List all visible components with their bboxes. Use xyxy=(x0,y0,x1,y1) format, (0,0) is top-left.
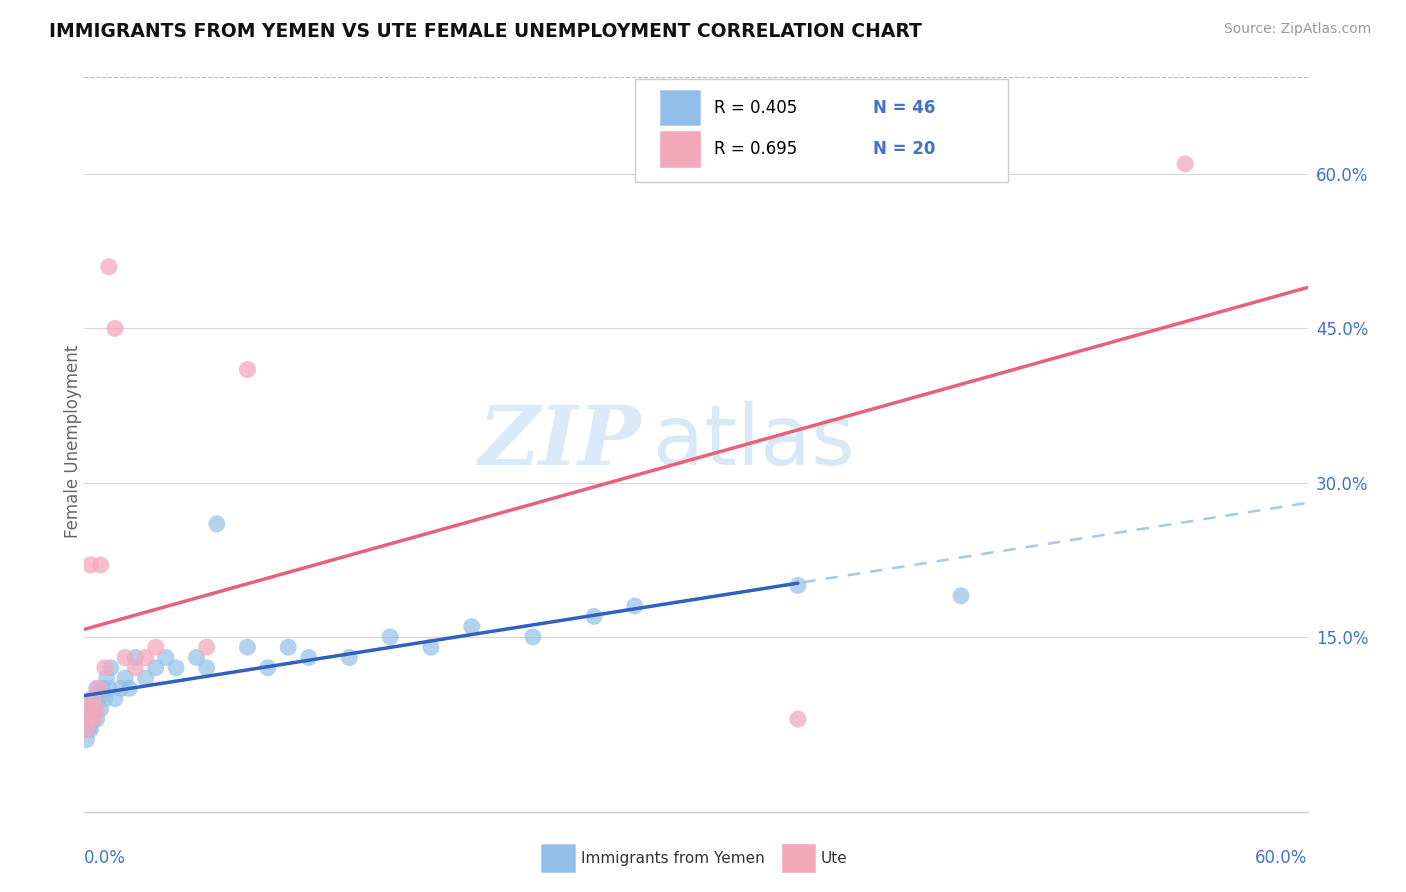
Text: ZIP: ZIP xyxy=(478,401,641,482)
Point xyxy=(75,723,97,737)
Point xyxy=(583,609,606,624)
Text: N = 46: N = 46 xyxy=(873,99,936,117)
Point xyxy=(186,650,208,665)
Point xyxy=(165,661,187,675)
Text: 0.0%: 0.0% xyxy=(84,849,127,867)
Point xyxy=(236,362,259,376)
Point xyxy=(461,619,484,633)
Text: R = 0.405: R = 0.405 xyxy=(714,99,797,117)
Point xyxy=(145,640,167,655)
Point xyxy=(787,712,810,726)
Text: Ute: Ute xyxy=(821,851,848,865)
Text: Source: ZipAtlas.com: Source: ZipAtlas.com xyxy=(1223,22,1371,37)
Point xyxy=(195,661,218,675)
Point xyxy=(91,681,114,696)
Point xyxy=(124,661,146,675)
Point xyxy=(75,723,97,737)
Point xyxy=(87,681,110,696)
Point xyxy=(155,650,177,665)
Point xyxy=(97,681,120,696)
Point xyxy=(90,558,112,572)
Point xyxy=(77,712,100,726)
Bar xyxy=(661,131,700,167)
Text: IMMIGRANTS FROM YEMEN VS UTE FEMALE UNEMPLOYMENT CORRELATION CHART: IMMIGRANTS FROM YEMEN VS UTE FEMALE UNEM… xyxy=(49,22,922,41)
Point xyxy=(82,702,104,716)
Point xyxy=(950,589,973,603)
Point xyxy=(93,661,117,675)
Point xyxy=(83,712,105,726)
Point xyxy=(135,671,157,685)
Point xyxy=(145,661,167,675)
Point xyxy=(77,723,100,737)
Point xyxy=(195,640,218,655)
Point xyxy=(114,671,136,685)
Y-axis label: Female Unemployment: Female Unemployment xyxy=(65,345,82,538)
Point xyxy=(86,681,108,696)
Point xyxy=(77,702,100,716)
Point xyxy=(87,691,110,706)
Point xyxy=(104,321,127,335)
Point xyxy=(90,702,112,716)
Point xyxy=(75,712,97,726)
Point xyxy=(257,661,280,675)
Point xyxy=(380,630,402,644)
Point xyxy=(97,260,120,274)
Point xyxy=(118,681,141,696)
Point xyxy=(79,702,101,716)
Point xyxy=(236,640,259,655)
Point xyxy=(1174,157,1197,171)
Point xyxy=(75,732,97,747)
Point xyxy=(96,671,118,685)
Point xyxy=(100,661,122,675)
Point xyxy=(83,702,105,716)
Text: atlas: atlas xyxy=(654,401,855,482)
Point xyxy=(339,650,361,665)
Text: N = 20: N = 20 xyxy=(873,140,936,158)
Text: 60.0%: 60.0% xyxy=(1256,849,1308,867)
Point xyxy=(205,516,228,531)
Point xyxy=(114,650,136,665)
Point xyxy=(79,723,101,737)
Point xyxy=(79,558,101,572)
Point xyxy=(93,691,117,706)
Point xyxy=(277,640,299,655)
Point xyxy=(79,712,101,726)
Point xyxy=(82,712,104,726)
Point xyxy=(86,712,108,726)
Point xyxy=(124,650,146,665)
Point xyxy=(135,650,157,665)
Point xyxy=(298,650,321,665)
Point xyxy=(104,691,127,706)
Point xyxy=(110,681,132,696)
Point xyxy=(624,599,647,613)
Point xyxy=(522,630,544,644)
Text: R = 0.695: R = 0.695 xyxy=(714,140,797,158)
Point xyxy=(82,691,104,706)
FancyBboxPatch shape xyxy=(636,78,1008,183)
Point xyxy=(83,691,105,706)
Bar xyxy=(661,90,700,126)
Point xyxy=(787,578,810,592)
Point xyxy=(82,691,104,706)
Point xyxy=(420,640,443,655)
Text: Immigrants from Yemen: Immigrants from Yemen xyxy=(581,851,765,865)
Point xyxy=(86,702,108,716)
